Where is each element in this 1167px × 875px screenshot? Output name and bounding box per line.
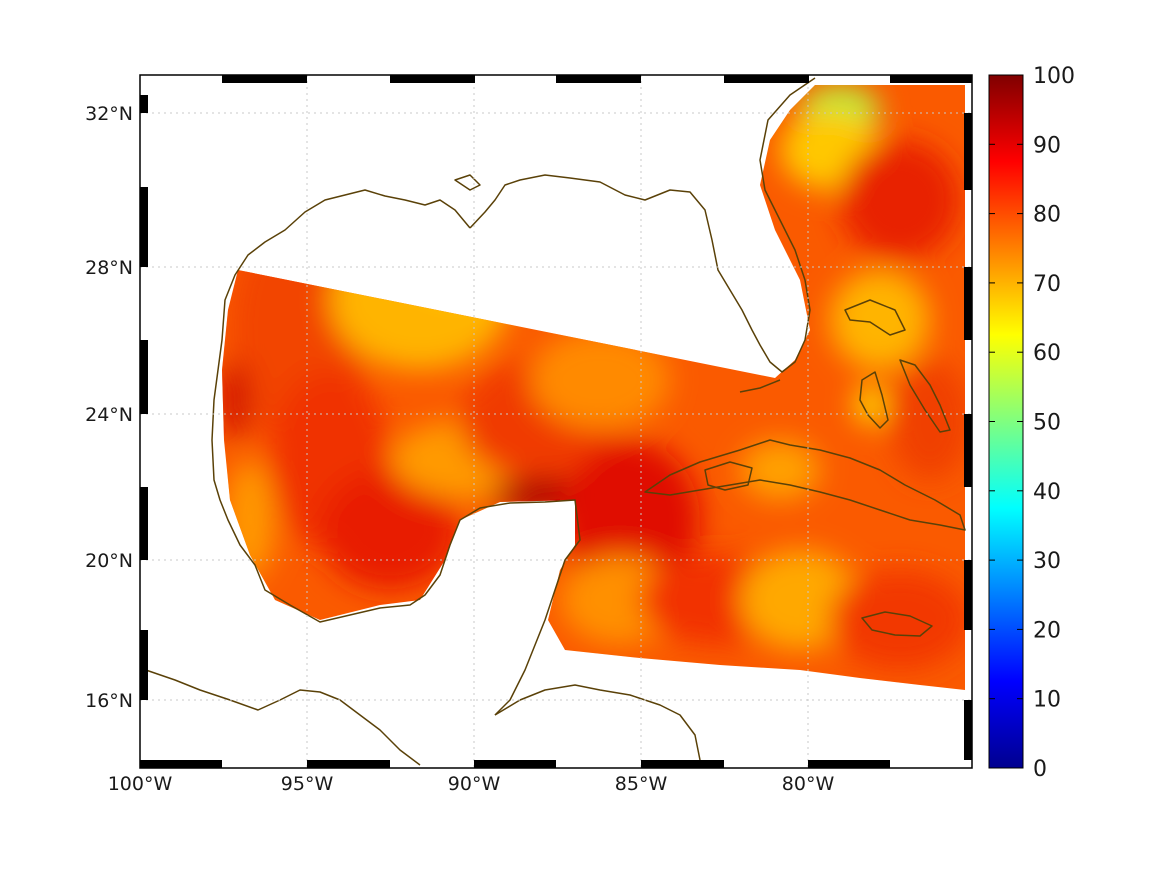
x-tick-label: 85°W [615, 773, 668, 795]
colorbar-tick-label: 0 [1033, 757, 1047, 782]
coast-bahamas-eleuthera [899, 359, 951, 433]
colorbar-tick-label: 20 [1033, 618, 1061, 643]
coast-jamaica [861, 611, 933, 637]
colorbar-tick-label: 10 [1033, 688, 1061, 713]
colorbar-tick-label: 60 [1033, 341, 1061, 366]
colorbar-tick-label: 30 [1033, 549, 1061, 574]
y-tick-label: 16°N [85, 690, 133, 712]
gridlines [140, 75, 972, 768]
colorbar-ticks: 0 10 20 30 40 50 60 70 80 90 100 [989, 64, 1075, 782]
coast-gulf-west [211, 189, 581, 716]
colorbar-tick-label: 100 [1033, 64, 1075, 89]
x-tick-label: 80°W [782, 773, 835, 795]
coast-honduras [494, 684, 701, 761]
coast-bahamas-abaco [844, 299, 906, 336]
x-tick-label: 100°W [108, 773, 173, 795]
colorbar: 0 10 20 30 40 50 60 70 80 90 100 [988, 64, 1075, 782]
colorbar-tick-label: 90 [1033, 133, 1061, 158]
coast-isla-juventud [704, 461, 753, 491]
y-tick-label: 32°N [85, 103, 133, 125]
y-tick-label: 28°N [85, 257, 133, 279]
coast-central-america [139, 667, 421, 766]
colorbar-tick-label: 50 [1033, 411, 1061, 436]
coast-mississippi-delta [454, 174, 481, 191]
coastlines [139, 77, 966, 766]
coast-florida-keys [739, 379, 781, 393]
colorbar-tick-label: 80 [1033, 203, 1061, 228]
x-tick-labels: 100°W 95°W 90°W 85°W 80°W [108, 773, 835, 795]
map-border [139, 74, 973, 769]
colorbar-tick-label: 70 [1033, 272, 1061, 297]
y-tick-labels: 32°N 28°N 24°N 20°N 16°N [85, 103, 133, 712]
y-tick-label: 24°N [85, 404, 133, 426]
x-tick-label: 90°W [448, 773, 501, 795]
y-tick-label: 20°N [85, 550, 133, 572]
colorbar-tick-label: 40 [1033, 480, 1061, 505]
coast-gulf-north [469, 77, 816, 373]
x-tick-label: 95°W [281, 773, 334, 795]
coast-cuba [644, 439, 966, 531]
coast-bahamas-andros [859, 371, 889, 429]
